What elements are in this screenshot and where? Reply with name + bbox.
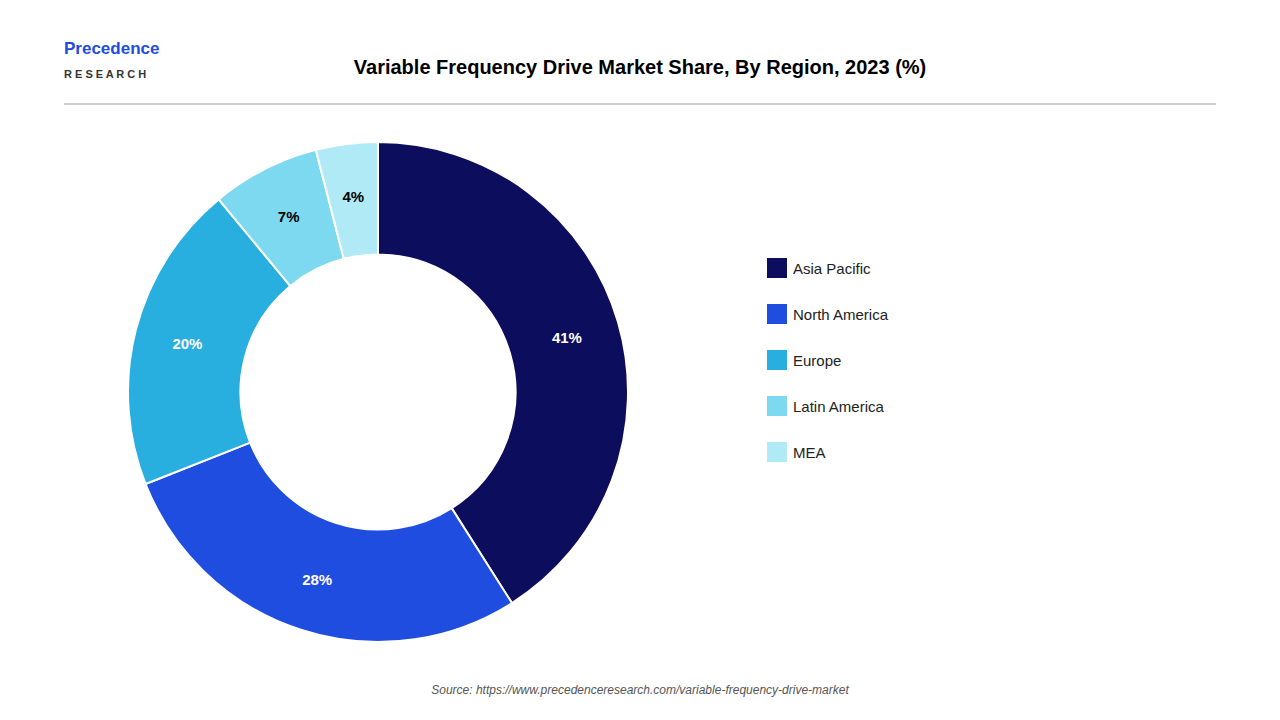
svg-text:Variable Frequency Drive Marke: Variable Frequency Drive Market Share, B… (354, 56, 926, 78)
svg-text:4%: 4% (342, 188, 364, 205)
svg-text:North America: North America (793, 306, 889, 323)
svg-text:Asia Pacific: Asia Pacific (793, 260, 871, 277)
svg-text:Precedence: Precedence (64, 39, 159, 58)
svg-text:28%: 28% (302, 571, 332, 588)
svg-text:7%: 7% (278, 208, 300, 225)
svg-text:Latin America: Latin America (793, 398, 885, 415)
svg-text:41%: 41% (552, 329, 582, 346)
svg-text:Source: https://www.precedence: Source: https://www.precedenceresearch.c… (431, 683, 849, 697)
svg-text:MEA: MEA (793, 444, 826, 461)
svg-text:Europe: Europe (793, 352, 841, 369)
svg-text:R E S E A R C H: R E S E A R C H (64, 68, 146, 80)
svg-text:20%: 20% (172, 335, 202, 352)
